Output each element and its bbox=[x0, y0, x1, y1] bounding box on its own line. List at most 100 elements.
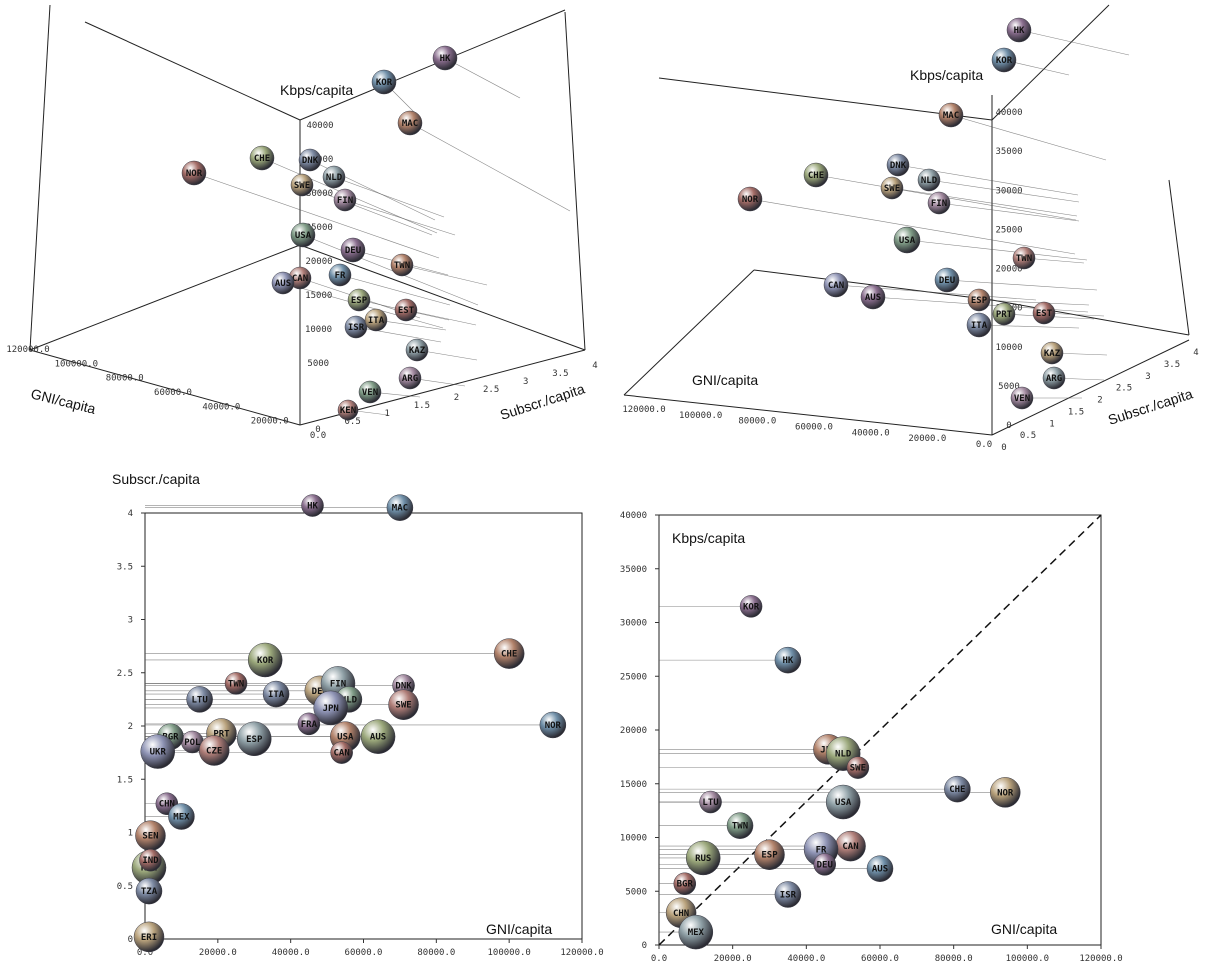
data-label: DEU bbox=[345, 246, 361, 256]
tick-label: 100000.0 bbox=[1006, 954, 1049, 964]
y-axis-title: Subscr./capita bbox=[498, 380, 587, 422]
tick-label: 40000.0 bbox=[787, 954, 825, 964]
data-point-isr bbox=[344, 315, 368, 339]
data-label: ESP bbox=[351, 296, 368, 306]
tick-label: 25000 bbox=[620, 672, 647, 682]
data-point-hk bbox=[301, 494, 324, 517]
y-axis-ticks: 0 0.5 1 1.5 2 2.5 3 3.5 4 bbox=[315, 361, 597, 435]
tick-label: 100000.0 bbox=[487, 948, 530, 958]
tick-label: 100000.0 bbox=[679, 411, 722, 421]
data-label: ARG bbox=[1046, 374, 1062, 384]
data-label: HK bbox=[782, 656, 793, 666]
data-label: SWE bbox=[395, 701, 411, 711]
data-label: FR bbox=[816, 845, 827, 855]
data-point-est bbox=[1032, 301, 1056, 325]
data-label: DNK bbox=[302, 156, 319, 166]
tick-label: 20000 bbox=[620, 726, 647, 736]
chart-3d-view-b: 0.0 20000.0 40000.0 60000.0 80000.0 100000.0 1… bbox=[604, 0, 1208, 460]
tick-label: 0.5 bbox=[117, 882, 133, 892]
chart-kbps-vs-gni-svg: 0.0 20000.0 40000.0 60000.0 80000.0 100000.0 1… bbox=[620, 511, 1123, 964]
data-point-ven bbox=[358, 380, 382, 404]
data-label: FRA bbox=[301, 720, 318, 730]
tick-label: 35000 bbox=[620, 565, 647, 575]
data-label: EST bbox=[398, 306, 415, 316]
tick-label: 0 bbox=[642, 941, 647, 951]
data-point-twn bbox=[224, 672, 248, 695]
data-label: KEN bbox=[340, 406, 356, 416]
tick-label: 25000 bbox=[306, 223, 333, 233]
data-point-mac bbox=[386, 494, 414, 521]
tick-label: 20000.0 bbox=[714, 954, 752, 964]
tick-label: 5000 bbox=[625, 887, 647, 897]
data-label: USA bbox=[899, 236, 916, 246]
data-point-aus bbox=[360, 719, 396, 754]
data-label: CZE bbox=[206, 746, 222, 756]
chart-3d-view-a-svg: 0.0 20000.0 40000.0 60000.0 80000.0 100000.0 1… bbox=[6, 4, 598, 441]
tick-label: 1.5 bbox=[117, 775, 133, 785]
data-label: CHN bbox=[673, 909, 689, 919]
tick-label: 40000.0 bbox=[202, 402, 240, 412]
data-point-bgr bbox=[673, 872, 697, 895]
data-label: RUS bbox=[695, 854, 711, 864]
tick-label: 0 bbox=[1001, 443, 1006, 453]
data-label: FIN bbox=[931, 199, 947, 209]
tick-label: 4 bbox=[128, 509, 133, 519]
data-point-mex bbox=[168, 803, 195, 830]
data-label: FIN bbox=[337, 196, 353, 206]
tick-label: 2.5 bbox=[483, 385, 499, 395]
tick-label: 40000.0 bbox=[852, 428, 890, 438]
tick-label: 2.5 bbox=[1116, 384, 1132, 394]
data-point-jpn bbox=[313, 690, 348, 726]
trail-line bbox=[405, 309, 477, 326]
data-point-dnk bbox=[886, 153, 910, 177]
tick-label: 4 bbox=[592, 361, 597, 371]
tick-label: 20000.0 bbox=[908, 434, 946, 444]
data-label: SWE bbox=[294, 181, 310, 191]
data-label: EST bbox=[1036, 309, 1053, 319]
data-point-ltu bbox=[186, 686, 213, 713]
data-point-eri bbox=[133, 921, 165, 953]
y-axis-ticks: 0 0.5 1 1.5 2 2.5 3 3.5 4 bbox=[1001, 348, 1198, 453]
data-label: AUS bbox=[275, 279, 291, 289]
data-label: ISR bbox=[348, 323, 365, 333]
x-axis-ticks: 0.0 20000.0 40000.0 60000.0 80000.0 100000.0 1… bbox=[6, 345, 326, 441]
data-label: KOR bbox=[257, 656, 274, 666]
data-point-aus bbox=[271, 271, 295, 295]
data-label: BGR bbox=[162, 733, 179, 743]
data-label: AUS bbox=[872, 865, 888, 875]
trail-line bbox=[333, 176, 445, 218]
data-label: CAN bbox=[292, 274, 308, 284]
chart-3d-view-a: 0.0 20000.0 40000.0 60000.0 80000.0 100000.0 1… bbox=[0, 0, 604, 460]
tick-label: 10000 bbox=[995, 343, 1022, 353]
data-label: KAZ bbox=[1044, 349, 1061, 359]
data-point-mex bbox=[678, 914, 714, 950]
chart-3d-view-b-svg: 0.0 20000.0 40000.0 60000.0 80000.0 100000.0 1… bbox=[622, 4, 1199, 453]
data-point-mac bbox=[397, 110, 423, 136]
tick-label: 1 bbox=[385, 409, 390, 419]
tick-label: 80000.0 bbox=[738, 417, 776, 427]
data-label: USA bbox=[337, 733, 354, 743]
trail-line bbox=[891, 187, 1078, 217]
data-label: POL bbox=[184, 738, 201, 748]
data-label: CHE bbox=[501, 650, 517, 660]
data-point-ind bbox=[139, 848, 162, 872]
tick-label: 120000.0 bbox=[1079, 954, 1122, 964]
x-axis-ticks: 0.0 20000.0 40000.0 60000.0 80000.0 100000.0 1… bbox=[622, 405, 992, 450]
tick-label: 1 bbox=[128, 829, 133, 839]
tick-label: 1 bbox=[1049, 419, 1054, 429]
tick-label: 3 bbox=[128, 616, 133, 626]
data-point-hk bbox=[1006, 17, 1032, 43]
tick-label: 30000 bbox=[306, 189, 333, 199]
trail-line bbox=[978, 299, 1090, 306]
tick-label: 20000 bbox=[305, 257, 332, 267]
data-label: LTU bbox=[191, 695, 207, 705]
data-point-esp bbox=[237, 721, 272, 757]
trail-line bbox=[401, 264, 488, 286]
tick-label: 60000.0 bbox=[795, 423, 833, 433]
data-point-kaz bbox=[405, 338, 429, 362]
data-label: NOR bbox=[545, 721, 562, 731]
tick-label: 1.5 bbox=[414, 401, 430, 411]
tick-label: 120000.0 bbox=[6, 345, 49, 355]
data-point-can bbox=[330, 741, 353, 764]
